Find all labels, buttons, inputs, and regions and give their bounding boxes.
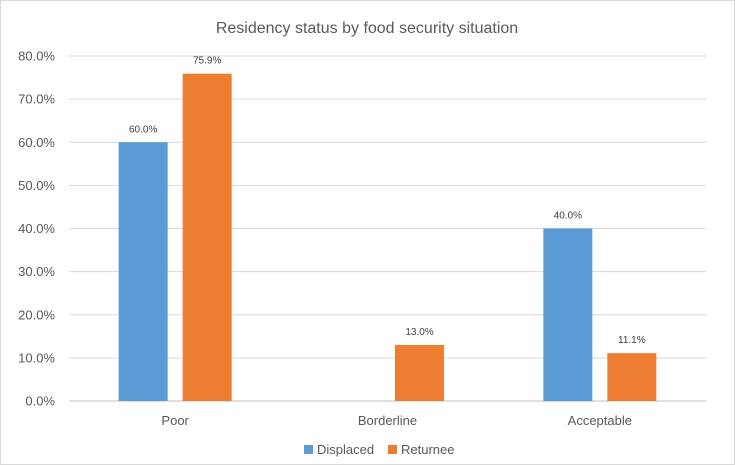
y-tick-label: 0.0% [25,394,55,409]
y-tick-label: 80.0% [18,49,55,64]
legend: Displaced Returnee [304,442,454,457]
legend-label: Returnee [401,442,454,457]
bar-displaced-acceptable [543,228,593,401]
data-label: 60.0% [129,124,157,135]
data-label: 13.0% [405,327,433,338]
y-tick-label: 30.0% [18,264,55,279]
data-labels: 60.0% 75.9% 13.0% 40.0% 11.1% [129,56,646,346]
bar-returnee-poor [182,73,232,402]
gridlines [69,55,706,402]
bar-returnee-acceptable [607,353,657,401]
bars [118,73,657,402]
x-axis-categories: Poor Borderline Acceptable [161,413,632,428]
category-label: Poor [161,413,189,428]
legend-swatch-returnee [388,445,397,454]
legend-swatch-displaced [304,445,313,454]
data-label: 40.0% [554,211,582,222]
y-tick-label: 70.0% [18,92,55,107]
y-tick-label: 10.0% [18,350,55,365]
y-tick-label: 40.0% [18,221,55,236]
bar-displaced-poor [118,142,168,401]
y-tick-label: 50.0% [18,178,55,193]
data-label: 75.9% [193,56,221,67]
y-axis-ticks: 0.0% 10.0% 20.0% 30.0% 40.0% 50.0% 60.0% 70.0% 8… [18,49,55,409]
y-tick-label: 60.0% [18,135,55,150]
category-label: Acceptable [568,413,632,428]
legend-label: Displaced [317,442,374,457]
bar-returnee-borderline [395,344,444,401]
category-label: Borderline [358,413,417,428]
y-tick-label: 20.0% [18,307,55,322]
chart-title: Residency status by food security situat… [216,20,518,37]
data-label: 11.1% [618,335,646,346]
